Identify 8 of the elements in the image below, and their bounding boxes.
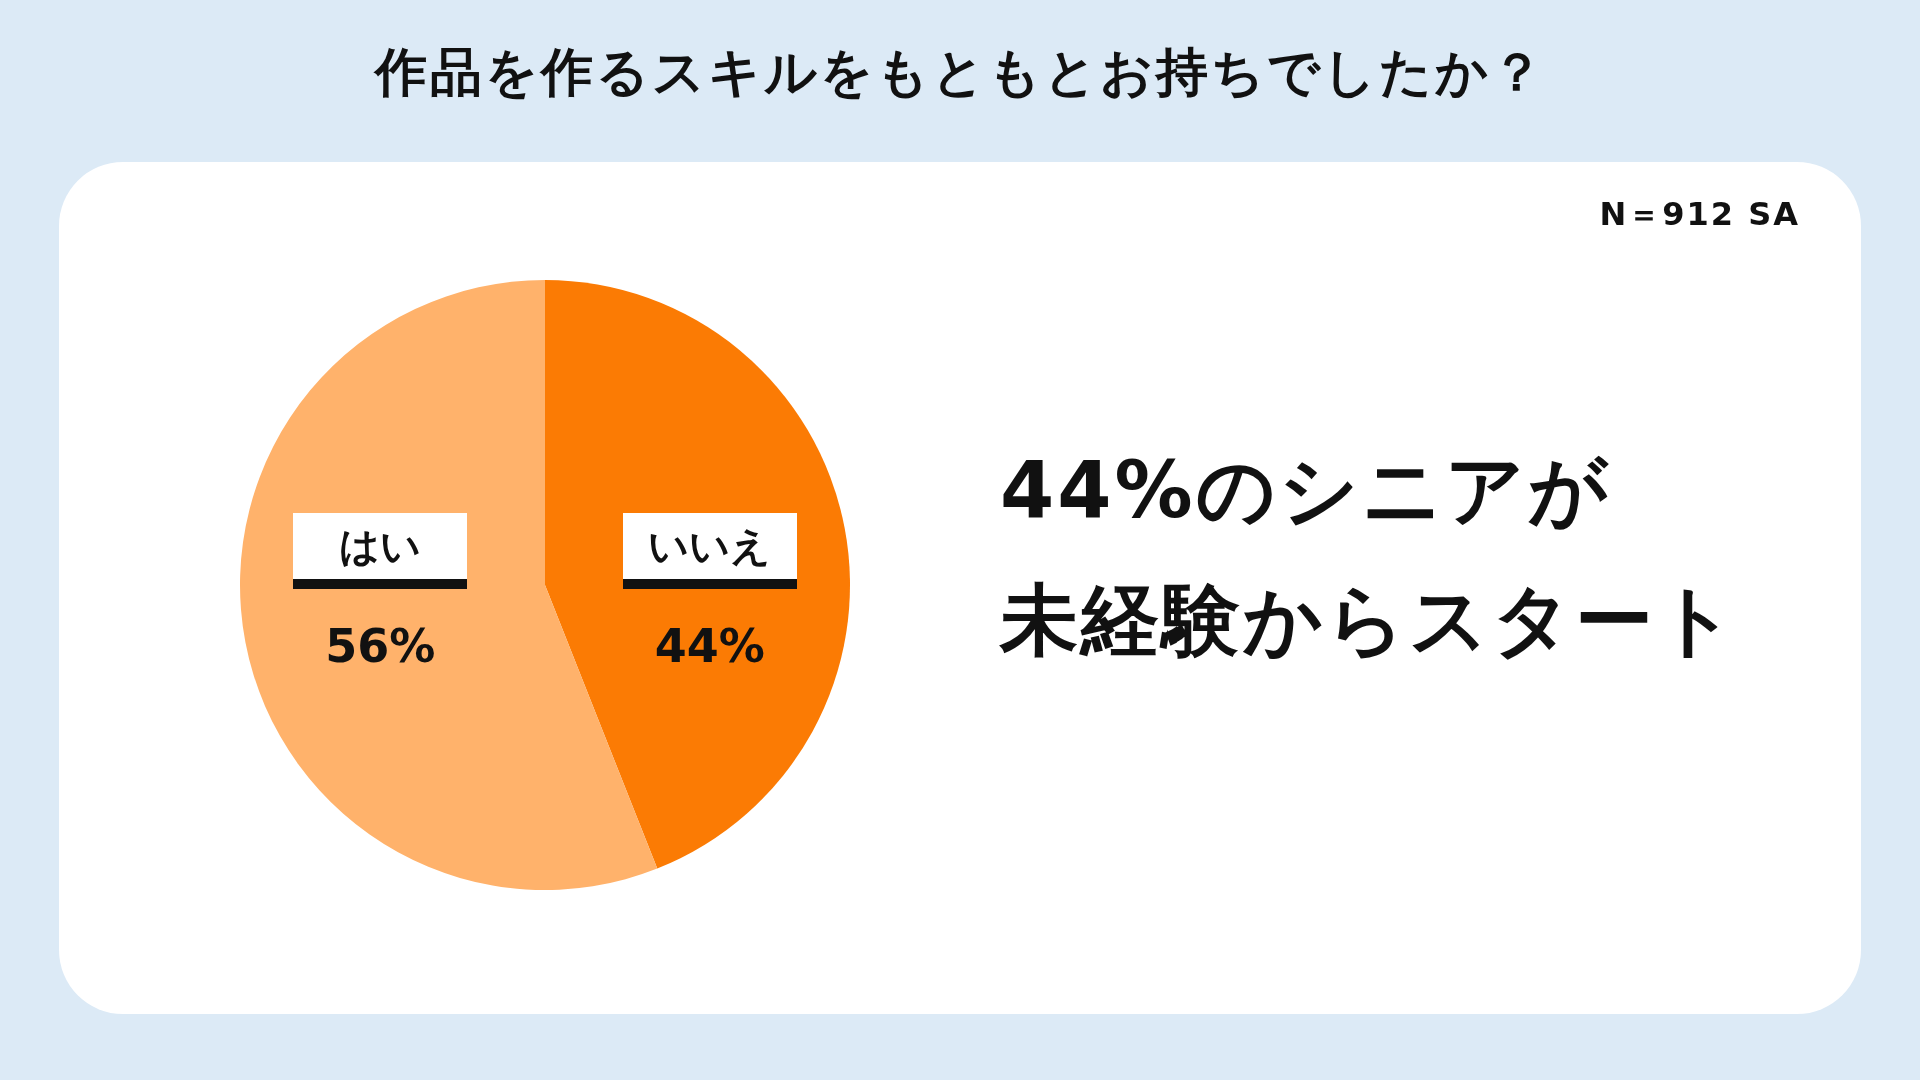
data-label: 56% — [325, 618, 436, 673]
data-label: 44% — [654, 618, 765, 673]
text: N＝912 SA — [1599, 194, 1800, 235]
slice-label: いいえ — [622, 513, 797, 589]
text: 44%のシニアが — [1000, 444, 1612, 537]
text: 未経験からスタート — [1000, 574, 1739, 667]
slice-label: はい — [293, 513, 468, 589]
text: 作品を作るスキルをもともとお持ちでしたか？ — [372, 41, 1547, 104]
